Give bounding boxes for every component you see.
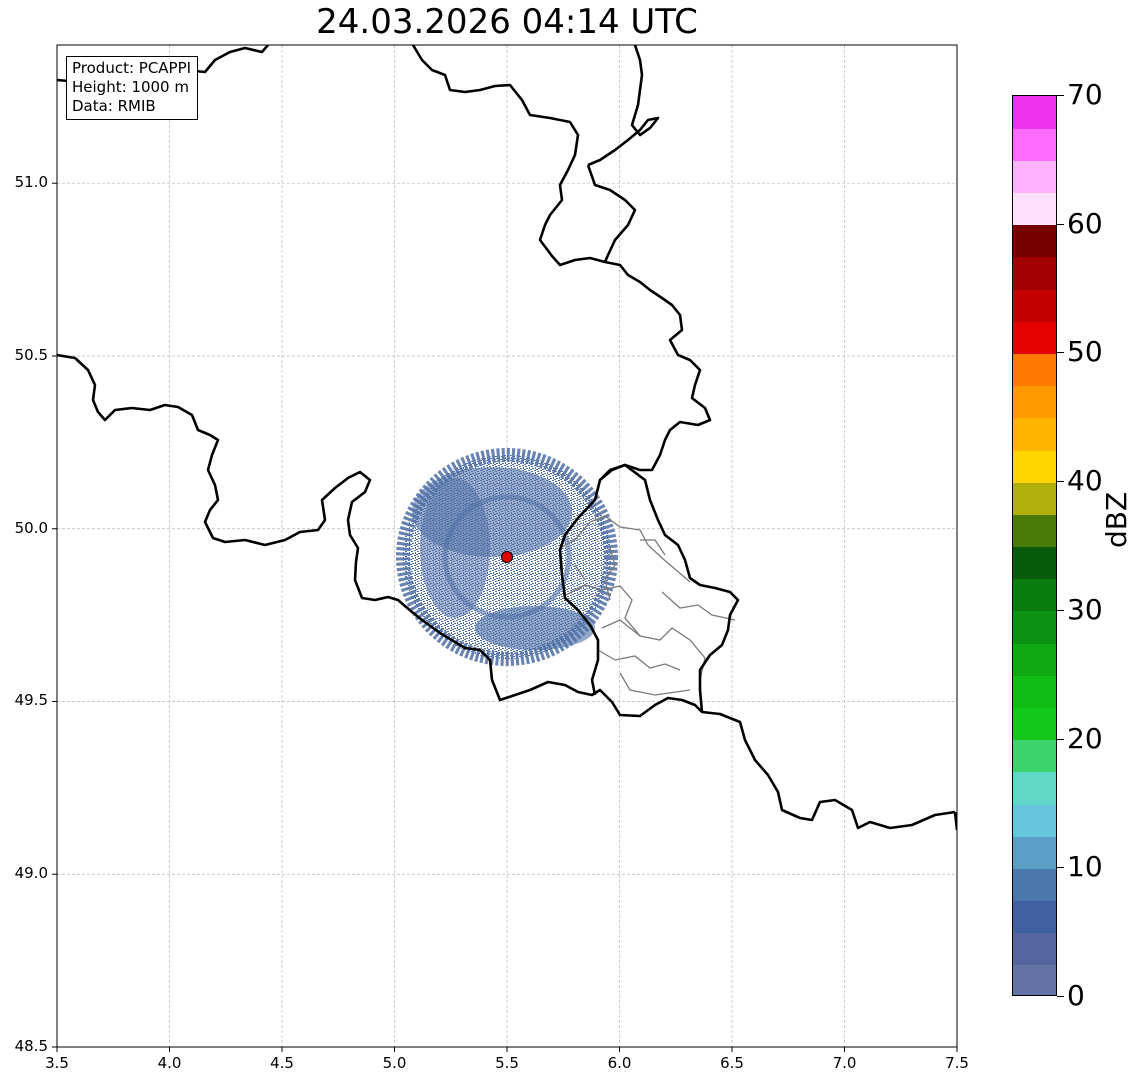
y-tick-label: 50.0 (14, 518, 48, 537)
colorbar-segment (1013, 771, 1056, 805)
colorbar-tick-label: 40 (1067, 464, 1103, 498)
colorbar-tick-label: 70 (1067, 78, 1103, 111)
info-data-source: Data: RMIB (72, 97, 156, 115)
colorbar-segment (1013, 128, 1056, 161)
y-tick-label: 48.5 (14, 1037, 48, 1055)
colorbar-segment (1013, 868, 1056, 902)
colorbar-segment (1013, 836, 1056, 869)
country-borders (57, 45, 957, 831)
colorbar-segment (1013, 578, 1056, 612)
colorbar-tick-mark (1057, 996, 1064, 997)
y-tick-label: 49.0 (14, 864, 48, 883)
colorbar-segment (1013, 96, 1056, 129)
colorbar-segment (1013, 964, 1056, 995)
colorbar-segment (1013, 321, 1056, 355)
x-tick-label: 6.0 (607, 1054, 632, 1072)
colorbar-tick-label: 30 (1067, 592, 1103, 626)
colorbar-segment (1013, 546, 1056, 580)
colorbar-segment (1013, 482, 1056, 515)
colorbar-segment (1013, 192, 1056, 226)
colorbar-segment (1013, 353, 1056, 387)
x-tick-label: 5.5 (495, 1054, 519, 1072)
y-tick-label: 49.5 (14, 691, 48, 710)
colorbar-tick-mark (1057, 867, 1064, 869)
y-tick-label: 51.0 (14, 173, 48, 192)
colorbar-tick-mark (1057, 609, 1064, 611)
colorbar-segment (1013, 803, 1056, 837)
info-product: Product: PCAPPI (72, 59, 192, 77)
colorbar-tick-mark (1057, 352, 1064, 354)
colorbar-tick-mark (1057, 738, 1064, 740)
colorbar-segment (1013, 675, 1056, 708)
colorbar-tick-mark (1057, 481, 1064, 483)
colorbar-segment (1013, 224, 1056, 258)
x-tick-label: 5.0 (382, 1054, 407, 1072)
radar-site-marker (501, 551, 513, 563)
x-tick-label: 7.5 (945, 1054, 969, 1072)
colorbar (1012, 95, 1057, 996)
colorbar-segment (1013, 289, 1056, 322)
colorbar-segment (1013, 514, 1056, 548)
x-tick-label: 4.0 (157, 1054, 182, 1072)
colorbar-tick-mark (1057, 223, 1064, 225)
colorbar-segment (1013, 256, 1056, 290)
colorbar-segment (1013, 160, 1056, 194)
colorbar-segment (1013, 900, 1056, 934)
colorbar-tick-label: 60 (1067, 206, 1103, 240)
colorbar-segment (1013, 449, 1056, 483)
x-tick-label: 3.5 (45, 1054, 69, 1072)
x-tick-label: 4.5 (270, 1054, 294, 1072)
colorbar-tick-label: 50 (1067, 335, 1103, 369)
colorbar-tick-mark (1057, 95, 1064, 96)
axis-tick-marks (52, 182, 958, 1052)
colorbar-segment (1013, 385, 1056, 419)
colorbar-tick-label: 10 (1067, 850, 1103, 884)
colorbar-segment (1013, 417, 1056, 451)
x-tick-label: 7.0 (832, 1054, 857, 1072)
grid-lines (57, 45, 957, 1047)
info-height: Height: 1000 m (72, 78, 189, 96)
colorbar-segment (1013, 739, 1056, 773)
y-tick-label: 50.5 (14, 345, 48, 364)
colorbar-segment (1013, 932, 1056, 966)
x-tick-label: 6.5 (720, 1054, 744, 1072)
province-borders (559, 515, 736, 696)
colorbar-segment (1013, 707, 1056, 741)
colorbar-tick-label: 20 (1067, 721, 1103, 755)
info-box: Product: PCAPPI Height: 1000 m Data: RMI… (66, 56, 199, 120)
colorbar-segment (1013, 610, 1056, 644)
map-title: 24.03.2026 04:14 UTC (316, 2, 698, 42)
colorbar-segment (1013, 643, 1056, 676)
colorbar-tick-label: 0 (1067, 979, 1085, 1012)
colorbar-label: dBZ (1100, 491, 1133, 548)
